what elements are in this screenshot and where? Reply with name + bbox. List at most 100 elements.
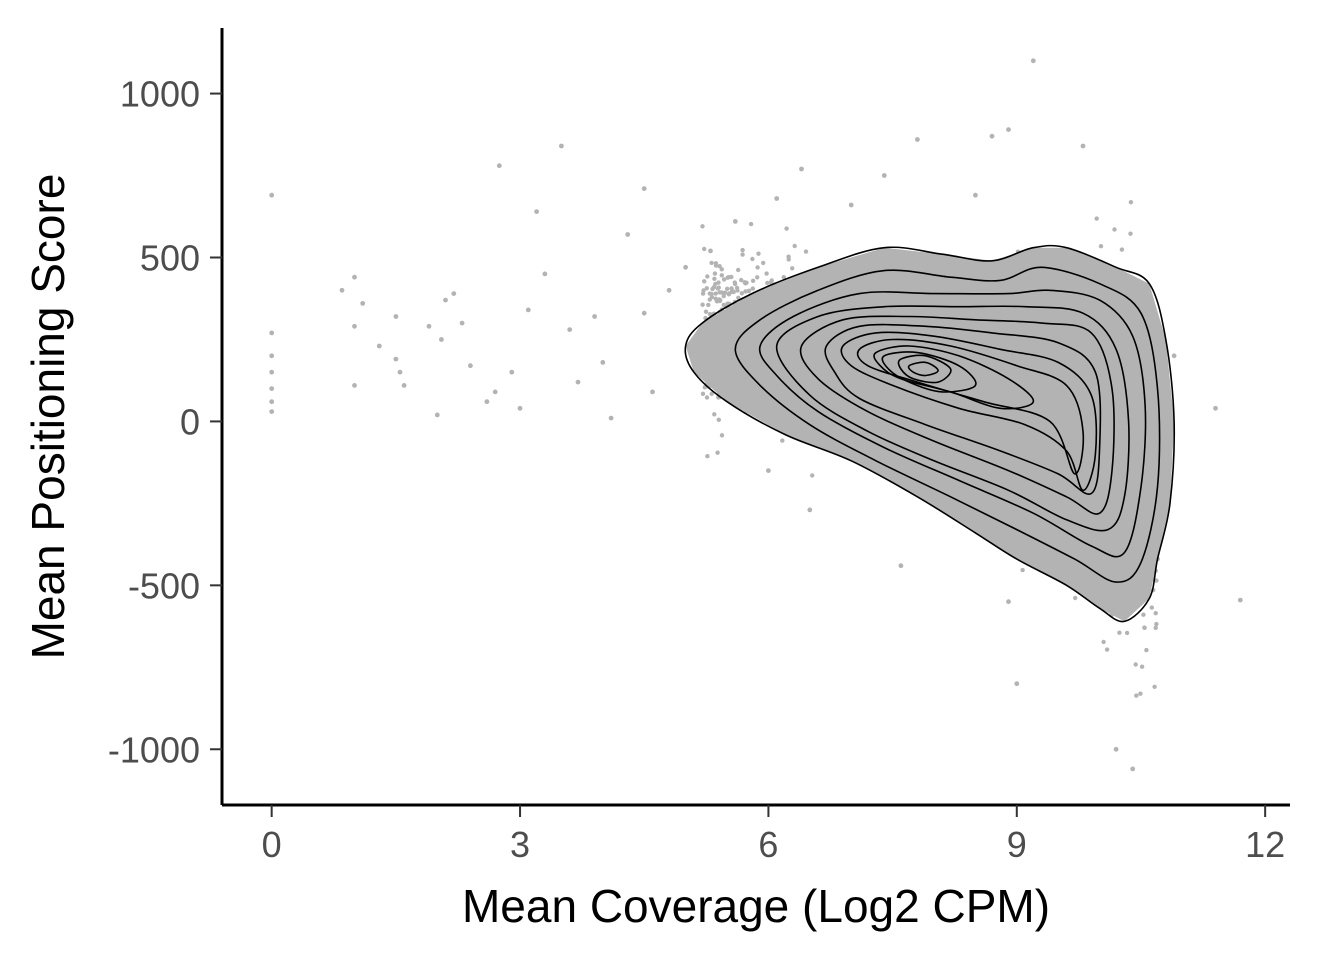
cloud-point xyxy=(1058,331,1064,336)
cloud-point xyxy=(876,380,881,385)
cloud-point xyxy=(880,309,885,314)
cloud-point xyxy=(1064,404,1070,409)
cloud-point xyxy=(1146,553,1151,559)
cloud-point xyxy=(1000,408,1005,413)
data-point xyxy=(708,248,713,254)
cloud-point xyxy=(1093,557,1098,562)
cloud-point xyxy=(808,326,814,331)
cloud-point xyxy=(1153,625,1158,630)
cloud-point xyxy=(860,380,865,385)
cloud-point xyxy=(1121,304,1126,309)
cloud-point xyxy=(739,291,744,296)
cloud-point xyxy=(1020,399,1025,404)
cloud-point xyxy=(833,345,838,350)
cloud-point xyxy=(1124,447,1129,452)
cloud-point xyxy=(992,433,998,439)
cloud-point xyxy=(1117,591,1122,596)
cloud-point xyxy=(932,430,937,435)
cloud-point xyxy=(956,427,962,432)
cloud-point xyxy=(1081,261,1086,266)
cloud-point xyxy=(1071,334,1076,340)
cloud-point xyxy=(900,316,905,321)
cloud-point xyxy=(1003,393,1008,398)
cloud-point xyxy=(972,422,977,428)
cloud-point xyxy=(1036,270,1041,276)
cloud-point xyxy=(940,435,945,440)
cloud-point xyxy=(709,391,714,396)
cloud-point xyxy=(1055,463,1061,468)
cloud-point xyxy=(1112,513,1118,519)
cloud-point xyxy=(1045,491,1050,496)
cloud-point xyxy=(711,317,716,322)
cloud-point xyxy=(855,374,860,379)
cloud-point xyxy=(1021,355,1027,360)
cloud-point xyxy=(1070,515,1076,520)
data-point xyxy=(848,202,854,208)
cloud-point xyxy=(1034,441,1039,447)
cloud-point xyxy=(814,352,819,357)
data-point xyxy=(1237,597,1243,603)
cloud-point xyxy=(1054,516,1059,522)
cloud-point xyxy=(1134,442,1139,447)
cloud-point xyxy=(799,362,804,367)
cloud-point xyxy=(1040,523,1045,529)
cloud-point xyxy=(765,352,770,357)
cloud-point xyxy=(1114,468,1119,473)
data-point xyxy=(716,330,722,336)
cloud-point xyxy=(996,422,1001,427)
cloud-point xyxy=(1125,515,1131,521)
cloud-point xyxy=(955,376,960,381)
cloud-point xyxy=(921,355,926,360)
cloud-point xyxy=(793,328,798,334)
cloud-point xyxy=(1146,452,1152,457)
cloud-point xyxy=(951,330,956,335)
cloud-point xyxy=(826,268,831,273)
cloud-point xyxy=(1037,408,1042,414)
cloud-point xyxy=(1135,556,1141,561)
cloud-point xyxy=(1101,452,1107,457)
cloud-point xyxy=(1145,372,1151,377)
cloud-point xyxy=(966,313,972,318)
cloud-point xyxy=(760,305,765,310)
cloud-point xyxy=(881,424,886,429)
data-point xyxy=(1014,681,1020,687)
cloud-point xyxy=(1131,325,1137,330)
cloud-point xyxy=(1046,380,1052,386)
data-point xyxy=(496,163,502,169)
cloud-point xyxy=(992,422,998,428)
cloud-point xyxy=(992,411,997,416)
cloud-point xyxy=(1127,318,1132,323)
cloud-point xyxy=(1083,388,1088,394)
cloud-point xyxy=(927,306,932,311)
cloud-point xyxy=(1152,684,1157,689)
cloud-point xyxy=(752,358,757,363)
cloud-point xyxy=(915,417,920,422)
cloud-point xyxy=(833,329,838,335)
cloud-point xyxy=(856,429,862,434)
cloud-point xyxy=(1097,367,1102,372)
cloud-point xyxy=(1022,310,1027,315)
cloud-point xyxy=(882,428,888,433)
cloud-point xyxy=(752,343,757,348)
cloud-point xyxy=(1030,457,1036,462)
cloud-point xyxy=(1046,360,1052,366)
data-point xyxy=(459,320,465,326)
cloud-point xyxy=(997,442,1002,447)
cloud-point xyxy=(727,360,733,366)
cloud-point xyxy=(1125,380,1131,386)
cloud-point xyxy=(811,381,816,387)
cloud-point xyxy=(1075,450,1080,455)
cloud-point xyxy=(731,289,736,295)
cloud-point xyxy=(896,404,902,410)
cloud-point xyxy=(782,399,787,404)
cloud-point xyxy=(850,343,856,348)
cloud-point xyxy=(736,375,741,381)
data-point xyxy=(269,399,275,405)
cloud-point xyxy=(990,378,996,383)
cloud-point xyxy=(988,389,993,395)
data-point xyxy=(774,196,780,201)
cloud-point xyxy=(739,368,744,373)
cloud-point xyxy=(1015,510,1020,515)
cloud-point xyxy=(817,366,822,372)
cloud-point xyxy=(919,400,924,406)
